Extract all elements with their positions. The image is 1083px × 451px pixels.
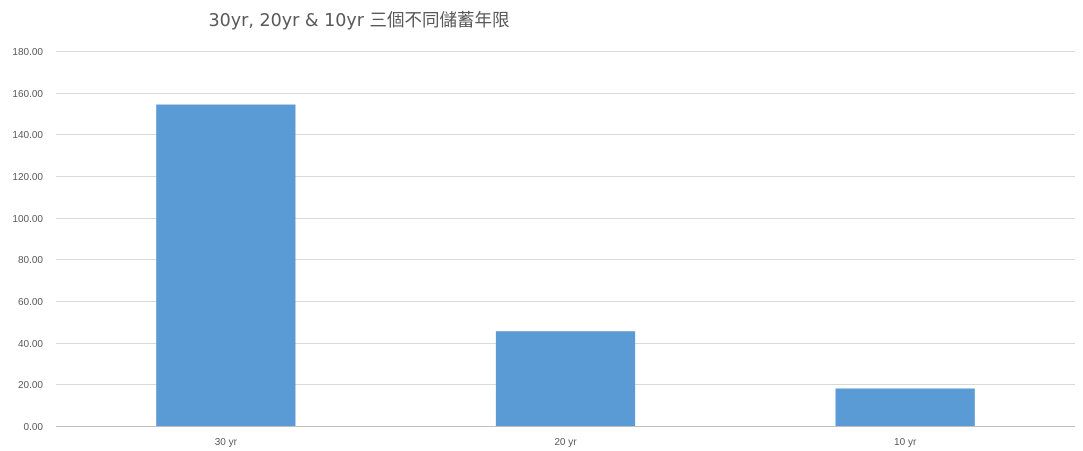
y-tick-label: 0.00 (24, 422, 44, 433)
bars (156, 104, 975, 427)
bar-30yr (156, 104, 296, 427)
y-axis-tick-labels: 0.00 20.00 40.00 60.00 80.00 100.00 120.00 140.… (12, 47, 43, 433)
y-tick-label: 40.00 (18, 339, 43, 350)
x-axis-tick-labels: 30 yr 20 yr 10 yr (215, 437, 917, 448)
bar-10yr (835, 388, 975, 426)
x-tick-label: 10 yr (894, 437, 917, 448)
y-tick-label: 60.00 (18, 297, 43, 308)
x-tick-label: 30 yr (215, 437, 238, 448)
y-tick-label: 160.00 (12, 89, 43, 100)
chart-title: 30yr, 20yr & 10yr 三個不同儲蓄年限 (208, 11, 510, 31)
bar-20yr (495, 331, 636, 426)
y-tick-label: 180.00 (12, 47, 43, 58)
y-tick-label: 120.00 (12, 172, 43, 183)
y-tick-label: 140.00 (12, 130, 43, 141)
y-tick-label: 80.00 (18, 255, 43, 266)
x-tick-label: 20 yr (554, 437, 577, 448)
y-tick-label: 20.00 (18, 380, 43, 391)
y-tick-label: 100.00 (12, 214, 43, 225)
